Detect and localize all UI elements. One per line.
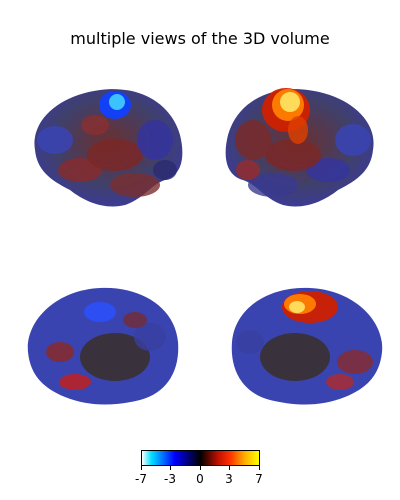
colorbar-tick-label: -3 [164, 472, 176, 486]
figure-title: multiple views of the 3D volume [70, 29, 330, 48]
colorbar-tick [170, 466, 171, 470]
brain-right-lateral-view [225, 88, 374, 207]
colorbar-gradient [141, 450, 260, 466]
colorbar: -7 -3 0 3 7 [135, 450, 263, 486]
colorbar-tick-label: 7 [255, 472, 263, 486]
colorbar-tick-label: -7 [135, 472, 147, 486]
colorbar-tick [229, 466, 230, 470]
colorbar-tick-label: 3 [225, 472, 233, 486]
colorbar-tick [200, 466, 201, 470]
brain-left-medial-view [27, 287, 179, 405]
brain-right-medial-view [231, 287, 383, 405]
brain-left-lateral-view [34, 89, 183, 207]
colorbar-tick [141, 466, 142, 470]
colorbar-tick [259, 466, 260, 470]
colorbar-tick-label: 0 [196, 472, 204, 486]
